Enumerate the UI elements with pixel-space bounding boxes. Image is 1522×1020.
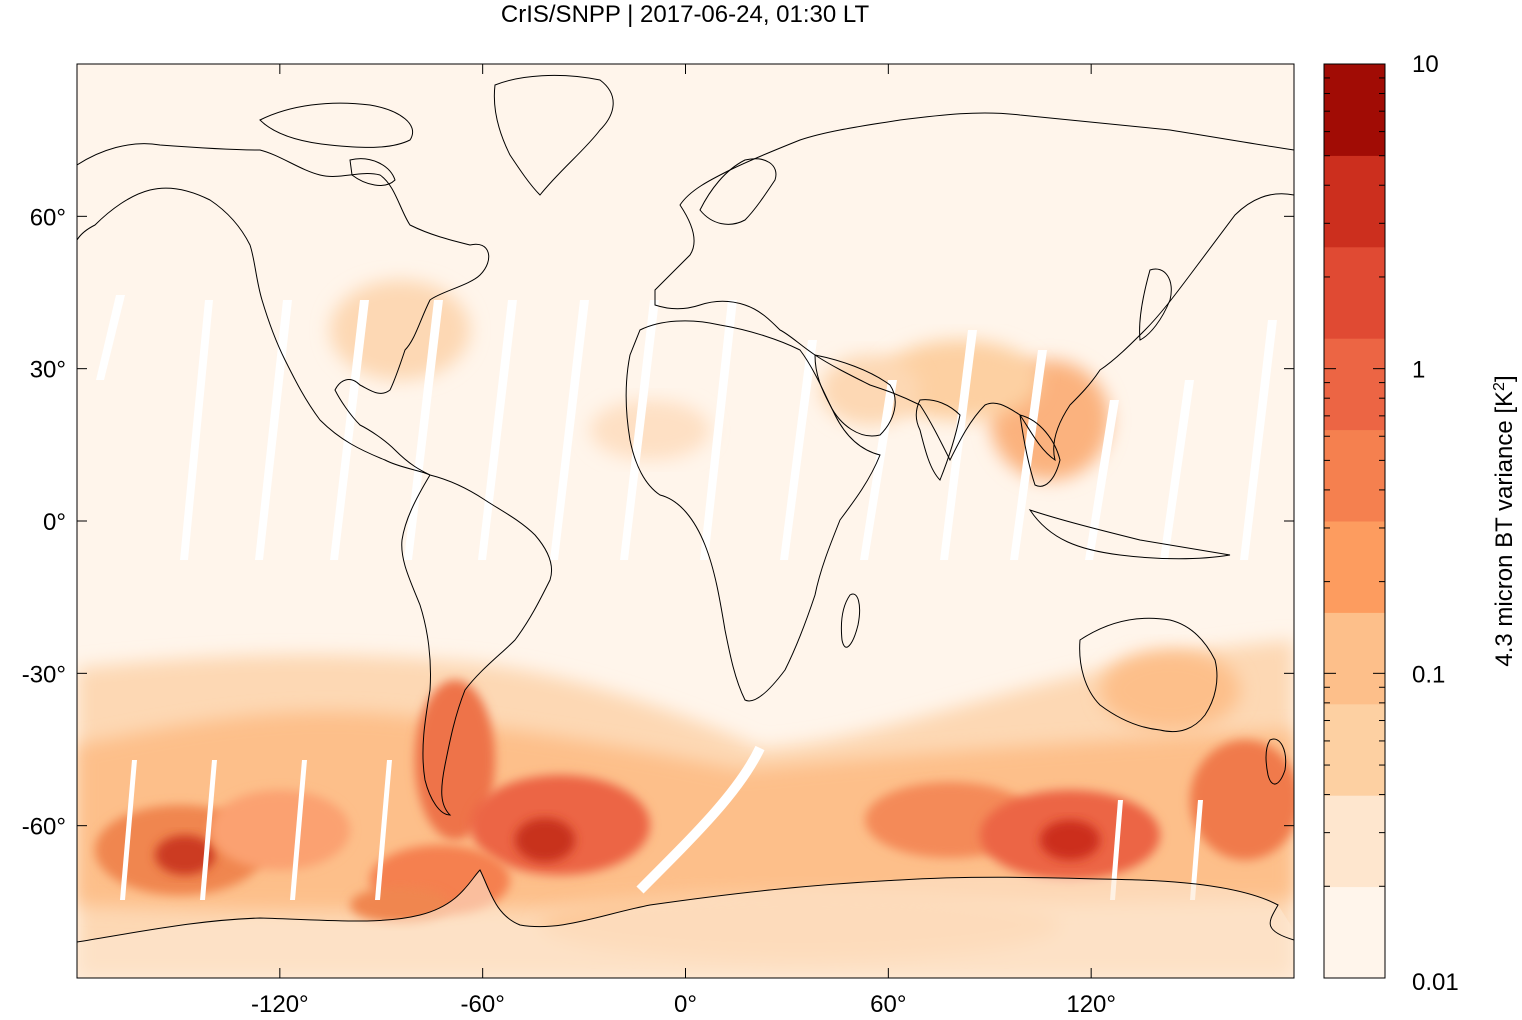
- coast-greenland: [493, 74, 614, 196]
- colorbar-tick-label: 1: [1412, 357, 1425, 384]
- variance-field: [77, 74, 1294, 978]
- blob-patagonia: [415, 680, 495, 840]
- colorbar-segment: [1324, 429, 1385, 522]
- colorbar-tick-label: 10: [1412, 51, 1439, 78]
- page-title: CrIS/SNPP | 2017-06-24, 01:30 LT: [500, 1, 870, 28]
- blob-east-pacific: [210, 790, 350, 870]
- blob-sahel: [590, 400, 710, 460]
- colorbar-segment: [1324, 155, 1385, 248]
- colorbar-frame: [1323, 63, 1386, 979]
- coast-europe-asia: [654, 112, 1294, 462]
- y-tick-label: 30°: [30, 357, 66, 384]
- colorbar-segment: [1324, 338, 1385, 431]
- coastlines: [77, 74, 1294, 943]
- y-tick-label: -60°: [22, 814, 66, 841]
- colorbar-segment: [1324, 886, 1385, 979]
- x-tick-label: 120°: [1066, 991, 1116, 1018]
- blob-tasman: [1190, 740, 1294, 860]
- swath-arc: [636, 745, 765, 894]
- coast-arctic-islands: [259, 102, 413, 186]
- blob-south-pacific-core: [155, 835, 215, 875]
- coast-south-america: [401, 474, 553, 816]
- y-tick-label: -30°: [22, 661, 66, 688]
- blob-south-atlantic-core: [515, 818, 575, 862]
- x-tick-label: 60°: [870, 991, 906, 1018]
- coast-antarctica: [77, 869, 1294, 943]
- coast-new-zealand: [1265, 738, 1287, 785]
- coast-india: [915, 399, 961, 481]
- coast-north-america: [77, 143, 490, 476]
- colorbar-label: 4.3 micron BT variance [K2]: [1491, 375, 1519, 666]
- colorbar-segment: [1324, 521, 1385, 613]
- colorbar-tick-label: 0.01: [1412, 969, 1459, 996]
- blob-south-indian-core: [1040, 820, 1100, 860]
- x-axis: -120° -60° 0° 60° 120°: [251, 64, 1116, 1018]
- coast-madagascar: [840, 593, 861, 648]
- coast-japan: [1139, 268, 1172, 341]
- y-axis: 60° 30° 0° -30° -60°: [22, 204, 1294, 841]
- coast-southeast-asia: [1019, 414, 1231, 560]
- antarctica: [77, 870, 1294, 978]
- colorbar-segment: [1324, 64, 1385, 156]
- colorbar-segment: [1324, 795, 1385, 888]
- coast-arabia: [814, 354, 896, 437]
- colorbar-segment: [1324, 612, 1385, 705]
- coast-scandinavia: [699, 158, 777, 225]
- coast-australia: [1079, 617, 1218, 733]
- colorbar-tick-label: 0.1: [1412, 661, 1445, 688]
- blob-australia: [1100, 650, 1240, 730]
- y-tick-label: 0°: [43, 509, 66, 536]
- coast-africa: [625, 320, 881, 702]
- colorbar-segment: [1324, 703, 1385, 796]
- x-tick-label: 0°: [674, 991, 697, 1018]
- x-tick-label: -120°: [251, 991, 309, 1018]
- x-tick-label: -60°: [461, 991, 505, 1018]
- colorbar: 10 1 0.1 0.01: [1323, 51, 1459, 996]
- swath-gaps: [96, 295, 1277, 900]
- y-tick-label: 60°: [30, 204, 66, 231]
- colorbar-segment: [1324, 246, 1385, 339]
